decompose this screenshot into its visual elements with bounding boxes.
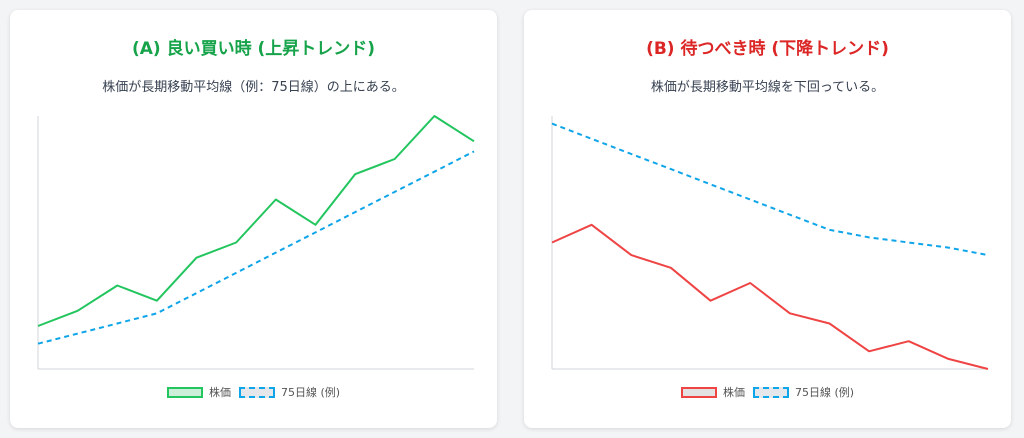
uptrend-chart-title: (A) 良い買い時 (上昇トレンド) <box>131 39 376 59</box>
price-series-line <box>37 115 475 327</box>
price-series-line <box>551 223 989 370</box>
downtrend-chart-title: (B) 待つべき時 (下降トレンド) <box>646 39 889 59</box>
uptrend-chart-plot <box>37 115 475 370</box>
legend-price-swatch <box>680 386 717 398</box>
legend-price-label: 株価 <box>722 386 745 399</box>
moving-average-series-line <box>551 122 989 257</box>
legend-item-moving-average[interactable]: 75日線 (例) <box>238 384 341 400</box>
downtrend-chart-card: (B) 待つべき時 (下降トレンド) 株価が長期移動平均線を下回っている。 株価… <box>524 10 1011 428</box>
uptrend-chart-card: (A) 良い買い時 (上昇トレンド) 株価が長期移動平均線（例：75日線）の上に… <box>10 10 497 428</box>
legend-item-moving-average[interactable]: 75日線 (例) <box>752 384 855 400</box>
uptrend-chart-subtitle: 株価が長期移動平均線（例：75日線）の上にある。 <box>102 80 405 95</box>
legend-item-price[interactable]: 株価 <box>166 384 231 400</box>
downtrend-chart-legend: 株価 75日線 (例) <box>524 384 1011 400</box>
moving-average-series-line <box>37 150 475 345</box>
legend-moving-average-swatch <box>238 386 275 398</box>
uptrend-chart-legend: 株価 75日線 (例) <box>10 384 497 400</box>
legend-price-swatch <box>166 386 203 398</box>
legend-moving-average-swatch <box>752 386 789 398</box>
downtrend-chart-subtitle: 株価が長期移動平均線を下回っている。 <box>650 80 885 95</box>
legend-price-label: 株価 <box>208 386 231 399</box>
downtrend-chart-plot <box>551 116 989 370</box>
legend-item-price[interactable]: 株価 <box>680 384 745 400</box>
legend-moving-average-label: 75日線 (例) <box>280 386 341 399</box>
legend-moving-average-label: 75日線 (例) <box>794 386 855 399</box>
